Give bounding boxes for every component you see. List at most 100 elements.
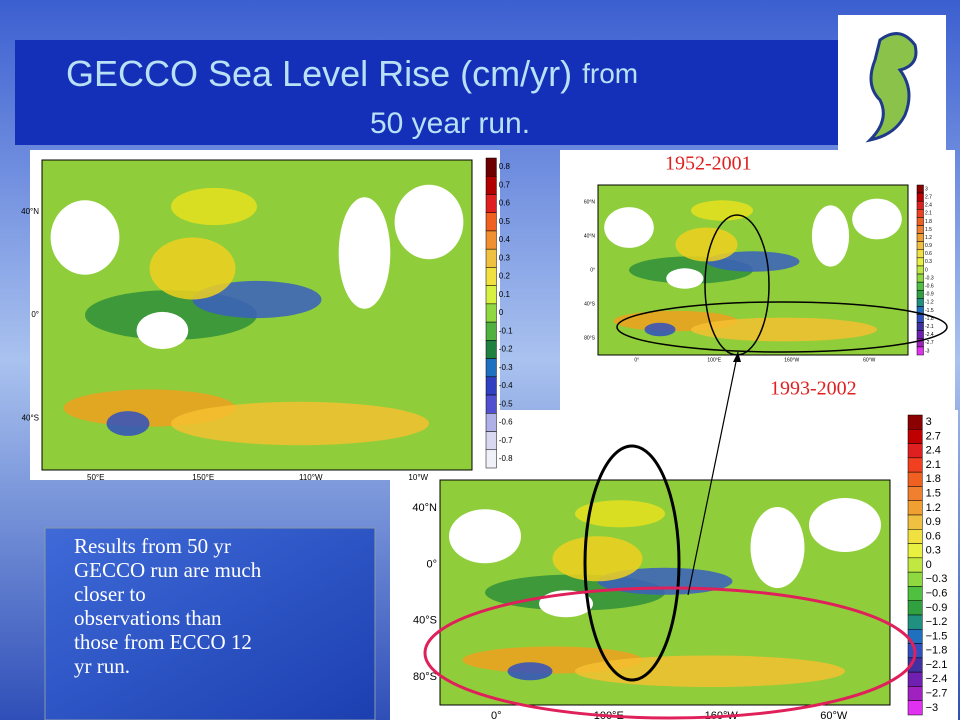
map: 60°N 40°N 0° 40°S 80°S 0° 100°E 160°W 60°W 3 2.7 2.… — [584, 184, 934, 363]
lat-label: 0° — [31, 310, 39, 319]
note-box — [44, 527, 376, 721]
colorbar-label: 2.7 — [925, 194, 932, 200]
field — [706, 251, 800, 272]
lon-label: 150°E — [192, 473, 214, 482]
field — [575, 655, 845, 687]
title-main: GECCO Sea Level Rise (cm/yr) — [66, 53, 572, 94]
colorbar-label: 0.6 — [499, 199, 511, 208]
colorbar-swatch — [907, 443, 923, 459]
colorbar-label: 0 — [926, 559, 932, 571]
colorbar-swatch — [485, 358, 497, 378]
field — [575, 500, 665, 528]
lon-label: 100°E — [707, 357, 721, 363]
colorbar-label: −0.9 — [926, 602, 948, 614]
lat-label: 0° — [426, 558, 437, 570]
colorbar-label: -1.8 — [925, 316, 934, 322]
lat-label: 80°S — [413, 671, 437, 683]
colorbar-label: 1.5 — [926, 487, 941, 499]
period-label: 1993-2002 — [770, 378, 857, 400]
colorbar-label: 0 — [925, 267, 928, 273]
colorbar-label: -0.7 — [499, 436, 513, 445]
colorbar-swatch — [485, 376, 497, 396]
colorbar-label: 0 — [499, 308, 504, 317]
colorbar-label: 3 — [925, 186, 928, 192]
colorbar-label: −1.8 — [926, 645, 948, 657]
colorbar-swatch — [916, 322, 924, 331]
colorbar-swatch — [485, 394, 497, 414]
colorbar-swatch — [907, 414, 923, 430]
colorbar-label: -0.6 — [499, 418, 513, 427]
colorbar-swatch — [907, 671, 923, 687]
colorbar-swatch — [485, 413, 497, 432]
colorbar-swatch — [485, 431, 497, 451]
colorbar-label: -0.1 — [499, 326, 513, 335]
colorbar-swatch — [916, 265, 924, 275]
field — [675, 227, 738, 262]
colorbar-swatch — [916, 298, 924, 307]
lon-label: 60°W — [863, 357, 876, 363]
lat-label: 40°S — [22, 413, 39, 422]
colorbar-label: 0.8 — [499, 162, 511, 171]
colorbar-swatch — [916, 209, 924, 218]
colorbar-label: −1.2 — [926, 616, 948, 628]
lat-label: 80°S — [584, 335, 596, 341]
colorbar-label: -0.5 — [499, 399, 513, 408]
colorbar-label: 0.3 — [925, 259, 932, 265]
colorbar-swatch — [485, 321, 497, 341]
colorbar-swatch — [485, 248, 497, 268]
colorbar-swatch — [485, 157, 497, 177]
colorbar-swatch — [907, 557, 923, 573]
colorbar-label: 2.1 — [925, 211, 932, 217]
highlight — [583, 444, 681, 682]
land — [809, 498, 881, 552]
colorbar-swatch — [485, 175, 497, 195]
colorbar-swatch — [485, 303, 497, 323]
colorbar-swatch — [485, 340, 497, 359]
colorbar-label: 0.1 — [499, 290, 511, 299]
colorbar-swatch — [916, 233, 924, 242]
colorbar-label: 1.2 — [926, 502, 941, 514]
colorbar-label: 0.7 — [499, 180, 511, 189]
lat-label: 40°N — [21, 207, 39, 216]
map: 40°N 0° 40°S 50°E 150°E 110°W 10°W 0.8 0.7 0.6 0.5… — [21, 157, 513, 482]
colorbar-swatch — [916, 200, 924, 210]
lon-label: 110°W — [299, 473, 323, 482]
colorbar-label: -0.3 — [925, 275, 934, 281]
field — [552, 536, 643, 582]
colorbar-label: 0.6 — [925, 251, 932, 257]
note-text: Results from 50 yr GECCO run are much clos… — [74, 534, 262, 678]
colorbar-label: 0.3 — [926, 545, 941, 557]
highlight — [616, 301, 948, 353]
colorbar-label: 0.9 — [926, 516, 941, 528]
colorbar-label: 2.7 — [926, 430, 941, 442]
colorbar-label: 0.5 — [499, 217, 511, 226]
colorbar-label: -1.5 — [925, 308, 934, 314]
colorbar-swatch — [485, 449, 497, 469]
colorbar-label: 1.8 — [925, 219, 932, 225]
colorbar-swatch — [916, 314, 924, 323]
title: GECCO Sea Level Rise (cm/yr) from — [66, 53, 638, 94]
colorbar-swatch — [916, 330, 924, 340]
colorbar-swatch — [916, 217, 924, 226]
colorbar-label: 0.9 — [925, 243, 932, 249]
colorbar-swatch — [916, 241, 924, 251]
lat-label: 40°S — [584, 301, 596, 307]
colorbar-label: 0.2 — [499, 272, 511, 281]
field — [644, 322, 676, 337]
colorbar-swatch — [916, 225, 924, 234]
colorbar-swatch — [485, 285, 497, 305]
land — [666, 268, 704, 289]
land — [604, 207, 654, 248]
colorbar-label: 3 — [926, 416, 932, 428]
field — [106, 411, 150, 436]
highlight — [423, 586, 917, 720]
lat-label: 0° — [590, 267, 595, 273]
colorbar-swatch — [907, 600, 923, 616]
colorbar-swatch — [907, 543, 923, 559]
colorbar-label: 1.2 — [925, 235, 932, 241]
field — [192, 280, 322, 319]
colorbar-swatch — [916, 249, 924, 259]
colorbar-label: 0.4 — [499, 235, 511, 244]
lon-label: 0° — [491, 710, 502, 720]
lat-label: 40°S — [413, 615, 437, 627]
